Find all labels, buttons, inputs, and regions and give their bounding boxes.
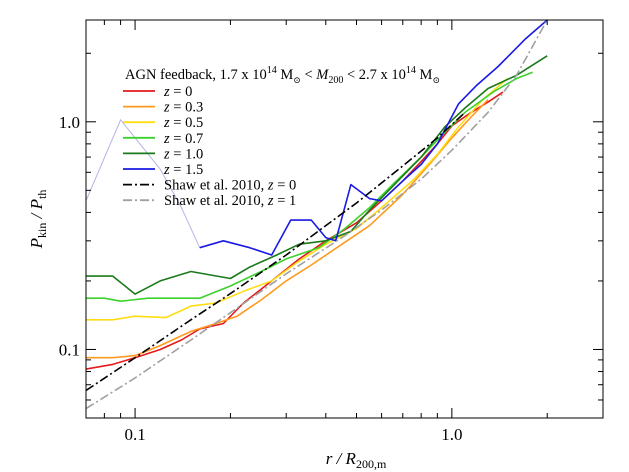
thin-trace bbox=[86, 118, 201, 248]
y-tick-label: 1.0 bbox=[59, 113, 80, 132]
series-line-7 bbox=[86, 111, 466, 392]
series-line-3 bbox=[86, 77, 509, 321]
legend-title: AGN feedback, 1.7 x 1014 M⊙ < M200 < 2.7… bbox=[125, 65, 440, 86]
series-line-8 bbox=[86, 20, 548, 410]
series-line-5 bbox=[86, 55, 548, 295]
legend: AGN feedback, 1.7 x 1014 M⊙ < M200 < 2.7… bbox=[123, 65, 440, 209]
legend-entry-7: Shaw et al. 2010, z = 0 bbox=[164, 178, 296, 194]
legend-entry-8: Shaw et al. 2010, z = 1 bbox=[164, 193, 296, 209]
y-tick-label: 0.1 bbox=[59, 340, 80, 359]
x-tick-label: 0.1 bbox=[124, 425, 145, 444]
plot-frame bbox=[85, 19, 604, 419]
series-line-4 bbox=[86, 71, 533, 303]
legend-entry-6: z = 1.5 bbox=[163, 162, 203, 178]
x-axis-label: r / R200,m bbox=[326, 449, 387, 471]
y-axis-label: Pkin / Pth bbox=[27, 190, 49, 250]
x-tick-label: 1.0 bbox=[441, 425, 462, 444]
series-line-6 bbox=[199, 20, 548, 256]
legend-entry-2: z = 0.3 bbox=[163, 100, 203, 116]
legend-entry-5: z = 1.0 bbox=[163, 146, 203, 162]
legend-entry-3: z = 0.5 bbox=[163, 115, 203, 131]
legend-entry-4: z = 0.7 bbox=[163, 131, 203, 147]
legend-entry-1: z = 0 bbox=[163, 84, 192, 100]
